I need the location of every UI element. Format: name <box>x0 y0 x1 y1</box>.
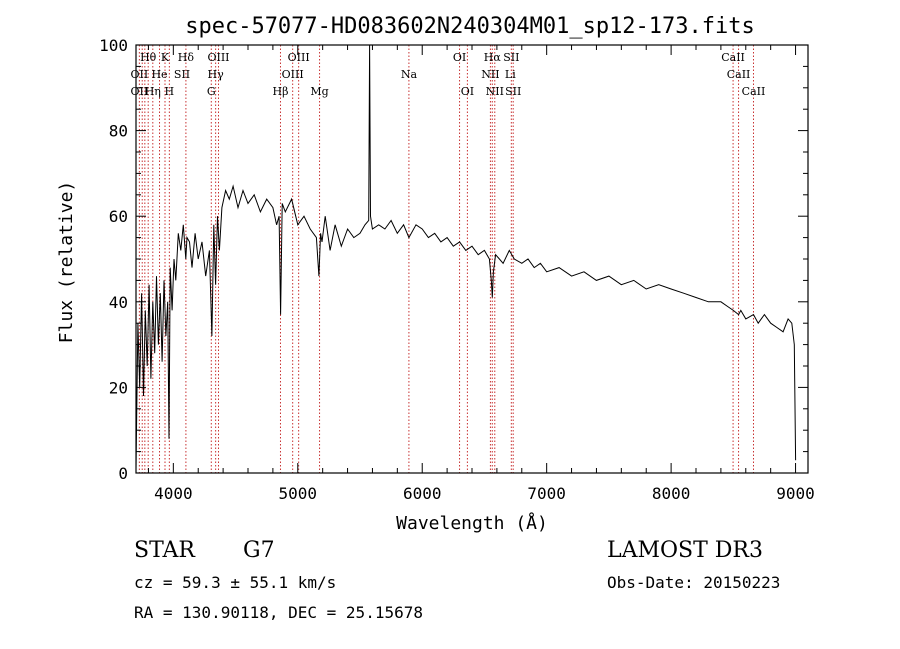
survey-name: LAMOST DR3 <box>607 538 763 563</box>
line-label: OIII <box>282 68 304 81</box>
spectral-subclass: G7 <box>243 538 275 563</box>
x-tick-label: 6000 <box>403 484 442 503</box>
y-tick-label: 20 <box>109 378 128 397</box>
line-label: Hβ <box>273 85 289 98</box>
line-label: OIII <box>207 51 229 64</box>
y-tick-label: 100 <box>99 36 128 55</box>
line-label: SII <box>174 68 190 81</box>
object-class: STAR <box>134 538 195 563</box>
plot-frame <box>135 44 809 474</box>
x-tick-label: 9000 <box>776 484 815 503</box>
y-tick-label: 60 <box>109 207 128 226</box>
line-label: Hθ <box>140 51 157 64</box>
line-label: K <box>161 51 170 64</box>
redshift-readout: cz = 59.3 ± 55.1 km/s <box>134 573 337 592</box>
spectrum-chart: spec-57077-HD083602N240304M01_sp12-173.f… <box>56 14 815 534</box>
line-label: OII <box>131 85 149 98</box>
line-label: SII <box>503 51 519 64</box>
line-label: NII <box>486 85 504 98</box>
x-tick-label: 4000 <box>154 484 193 503</box>
line-label: Li <box>505 68 516 81</box>
line-label: Hα <box>484 51 502 64</box>
line-label: NII <box>481 68 499 81</box>
line-label: CaII <box>742 85 766 98</box>
line-label: H <box>165 85 175 98</box>
line-label: OI <box>461 85 474 98</box>
line-label: OIII <box>288 51 310 64</box>
line-label: Hη <box>145 85 161 98</box>
axis-ticks: 4000 5000 6000 7000 8000 9000 0 20 40 60 80 100 <box>99 36 815 503</box>
line-label: Hγ <box>208 68 225 81</box>
observation-date: Obs-Date: 20150223 <box>607 573 781 592</box>
emission-line-markers <box>138 45 754 473</box>
x-tick-label: 8000 <box>652 484 691 503</box>
line-label: OII <box>131 68 149 81</box>
line-label: G <box>207 85 216 98</box>
y-tick-label: 80 <box>109 122 128 141</box>
y-tick-label: 40 <box>109 293 128 312</box>
line-label: Na <box>401 68 418 81</box>
y-axis-label: Flux (relative) <box>56 181 77 344</box>
x-tick-label: 5000 <box>279 484 318 503</box>
spectrum-line <box>135 44 797 469</box>
line-label: Hδ <box>178 51 195 64</box>
line-label: CaII <box>721 51 745 64</box>
chart-title: spec-57077-HD083602N240304M01_sp12-173.f… <box>185 14 755 39</box>
x-axis-label: Wavelength (Å) <box>396 512 548 534</box>
line-label: Mg <box>310 85 328 98</box>
y-tick-label: 0 <box>118 464 128 483</box>
line-label: OI <box>453 51 466 64</box>
coordinates-readout: RA = 130.90118, DEC = 25.15678 <box>134 603 423 622</box>
line-label: He <box>151 68 167 81</box>
x-tick-label: 7000 <box>527 484 566 503</box>
line-label: SII <box>505 85 521 98</box>
line-label: CaII <box>727 68 751 81</box>
